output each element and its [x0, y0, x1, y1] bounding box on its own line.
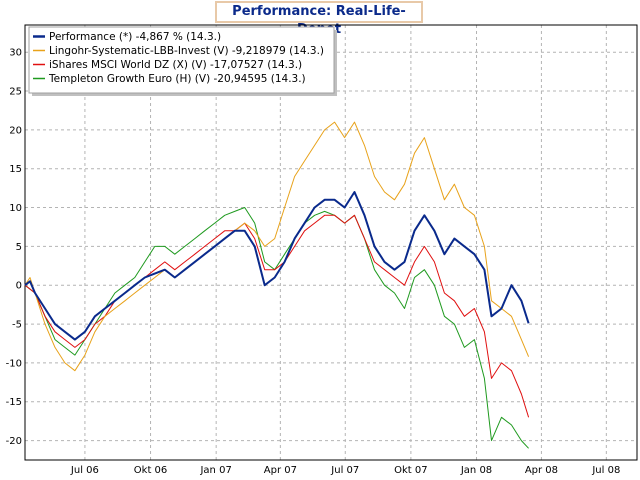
- x-tick-label: Okt 06: [134, 465, 168, 476]
- y-tick-label: -10: [6, 358, 22, 369]
- x-tick-label: Jan 08: [460, 465, 492, 476]
- series-line-3: [24, 191, 530, 341]
- y-tick-label: 5: [16, 242, 22, 253]
- legend-label: Performance (*) -4,867 % (14.3.): [49, 31, 221, 43]
- legend-box: [28, 26, 335, 94]
- x-tick-label: Jul 08: [591, 465, 620, 476]
- y-axis-tick-labels: -20 -15 -10 -5 0 5 10 15 20 25 30: [6, 48, 22, 447]
- legend: Performance (*) -4,867 % (14.3.) Lingohr-…: [28, 26, 337, 96]
- y-tick-label: 0: [16, 281, 22, 292]
- series-line-1: [24, 214, 530, 418]
- plot-area-border: [24, 24, 638, 461]
- y-tick-label: 20: [9, 125, 22, 136]
- x-tick-label: Jan 07: [199, 465, 231, 476]
- legend-label: iShares MSCI World DZ (X) (V) -17,07527 …: [49, 59, 302, 71]
- y-tick-label: 30: [9, 48, 22, 59]
- series-line-2: [24, 121, 530, 372]
- x-axis-tick-labels: Jul 06 Okt 06 Jan 07 Apr 07 Jul 07 Okt 07 Jan …: [70, 465, 620, 476]
- legend-label: Templeton Growth Euro (H) (V) -20,94595 …: [48, 73, 306, 85]
- series-lines: [24, 121, 530, 449]
- series-line-0: [24, 207, 529, 449]
- y-tick-label: 25: [9, 87, 22, 98]
- x-tick-label: Jul 06: [70, 465, 99, 476]
- x-tick-label: Jul 07: [330, 465, 359, 476]
- y-tick-label: -15: [6, 397, 22, 408]
- y-tick-label: 15: [9, 164, 22, 175]
- x-tick-label: Apr 08: [525, 465, 558, 476]
- legend-label: Lingohr-Systematic-LBB-Invest (V) -9,218…: [49, 45, 324, 57]
- y-tick-label: 10: [9, 203, 22, 214]
- x-tick-label: Apr 07: [264, 465, 297, 476]
- x-tick-label: Okt 07: [394, 465, 428, 476]
- y-tick-label: -20: [6, 436, 22, 447]
- chart-title: Performance: Real-Life-Depot: [215, 1, 423, 37]
- y-tick-label: -5: [12, 320, 22, 331]
